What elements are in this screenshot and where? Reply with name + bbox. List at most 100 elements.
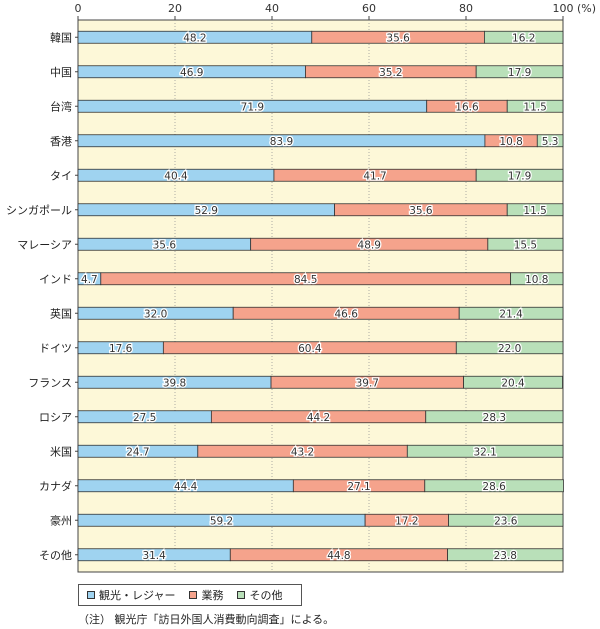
- data-label: 39.7: [356, 377, 379, 389]
- bar-segment: [506, 203, 564, 217]
- data-label: 35.6: [386, 32, 410, 44]
- data-label: 43.2: [291, 446, 314, 458]
- data-label: 44.2: [307, 412, 330, 424]
- category-label: シンガポール: [6, 204, 72, 217]
- data-label: 22.0: [498, 343, 521, 355]
- bar-segment: [475, 65, 564, 79]
- data-label: 46.9: [180, 67, 203, 79]
- data-label: 21.4: [499, 308, 523, 320]
- x-unit-label: (%): [577, 2, 596, 15]
- bar-segment: [484, 30, 564, 44]
- legend-swatch-other: [237, 591, 246, 599]
- x-tick-label: 0: [75, 2, 82, 15]
- data-label: 27.1: [347, 481, 370, 493]
- bar-segment: [447, 548, 564, 562]
- bar-segment: [424, 479, 564, 493]
- data-label: 17.2: [395, 515, 418, 527]
- bar-segment: [536, 134, 564, 148]
- bar-segment: [406, 444, 564, 458]
- data-label: 17.9: [508, 67, 531, 79]
- bar-segment: [458, 306, 564, 320]
- category-label: ドイツ: [39, 342, 72, 355]
- data-label: 10.8: [499, 136, 522, 148]
- bar-segment: [487, 237, 564, 251]
- bar-segment: [455, 341, 564, 355]
- data-label: 11.5: [523, 101, 546, 113]
- legend-swatch-tourism: [87, 591, 95, 599]
- x-tick-label: 60: [362, 2, 376, 15]
- data-label: 23.6: [494, 515, 518, 527]
- legend-label-other: その他: [249, 589, 283, 602]
- data-label: 48.9: [358, 239, 381, 251]
- data-label: 31.4: [142, 550, 166, 562]
- x-tick-label: 80: [459, 2, 473, 15]
- data-label: 5.3: [542, 136, 559, 148]
- data-label: 44.8: [327, 550, 350, 562]
- legend: 観光・レジャー 業務 その他: [78, 584, 302, 606]
- chart-svg: 0 20 40 60 80 100 (%) 韓国 48.2 35.6 16.2 中国 46.9 35.2 1…: [6, 2, 596, 573]
- legend-item-other: その他: [237, 587, 282, 603]
- data-label: 40.4: [164, 170, 188, 182]
- data-label: 35.6: [409, 205, 433, 217]
- data-label: 11.5: [523, 205, 546, 217]
- data-label: 84.5: [294, 274, 317, 286]
- data-label: 15.5: [514, 239, 537, 251]
- legend-label-tourism: 観光・レジャー: [99, 589, 176, 602]
- category-label: マレーシア: [17, 238, 72, 251]
- data-label: 32.1: [473, 446, 496, 458]
- category-label: ロシア: [39, 411, 72, 424]
- bar-segment: [448, 513, 564, 527]
- data-label: 35.2: [379, 67, 402, 79]
- legend-item-business: 業務: [189, 587, 223, 603]
- data-label: 16.6: [455, 101, 479, 113]
- data-label: 46.6: [335, 308, 359, 320]
- category-label: 韓国: [50, 31, 72, 44]
- category-label: タイ: [50, 169, 72, 182]
- bar-segment: [463, 375, 563, 389]
- data-label: 59.2: [210, 515, 233, 527]
- data-label: 4.7: [81, 274, 98, 286]
- x-tick-label: 20: [168, 2, 182, 15]
- data-label: 41.7: [363, 170, 386, 182]
- category-label: 豪州: [50, 513, 72, 527]
- category-label: フランス: [28, 376, 72, 389]
- category-label: 台湾: [50, 99, 72, 113]
- data-label: 17.9: [508, 170, 531, 182]
- data-label: 39.8: [163, 377, 186, 389]
- category-label: 米国: [50, 445, 72, 458]
- data-label: 24.7: [126, 446, 149, 458]
- data-label: 48.2: [183, 32, 206, 44]
- category-label: カナダ: [39, 479, 72, 493]
- data-label: 10.8: [525, 274, 548, 286]
- x-tick-label: 40: [265, 2, 279, 15]
- bar-segment: [506, 99, 564, 113]
- data-label: 60.4: [298, 343, 322, 355]
- data-label: 32.0: [144, 308, 167, 320]
- bar-segment: [425, 410, 564, 424]
- category-label: 中国: [50, 66, 72, 79]
- legend-label-business: 業務: [201, 589, 224, 602]
- data-label: 44.4: [174, 481, 198, 493]
- data-label: 71.9: [241, 101, 264, 113]
- data-label: 83.9: [270, 136, 293, 148]
- data-label: 28.6: [482, 481, 506, 493]
- legend-item-tourism: 観光・レジャー: [87, 587, 175, 603]
- category-label: 香港: [50, 135, 72, 148]
- category-label: 英国: [50, 306, 72, 320]
- category-label: その他: [39, 549, 72, 562]
- data-label: 16.2: [512, 32, 535, 44]
- data-label: 28.3: [483, 412, 506, 424]
- data-label: 23.8: [494, 550, 517, 562]
- source-note: （注） 観光庁「訪日外国人消費動向調査」による。: [78, 613, 335, 626]
- data-label: 20.4: [501, 377, 525, 389]
- x-tick-label: 100: [553, 2, 574, 15]
- data-label: 35.6: [153, 239, 177, 251]
- data-label: 17.6: [109, 343, 133, 355]
- data-label: 27.5: [133, 412, 156, 424]
- bar-segment: [475, 168, 564, 182]
- category-label: インド: [39, 273, 72, 286]
- bar-segment: [510, 272, 564, 286]
- data-label: 52.9: [195, 205, 218, 217]
- legend-swatch-business: [189, 591, 198, 599]
